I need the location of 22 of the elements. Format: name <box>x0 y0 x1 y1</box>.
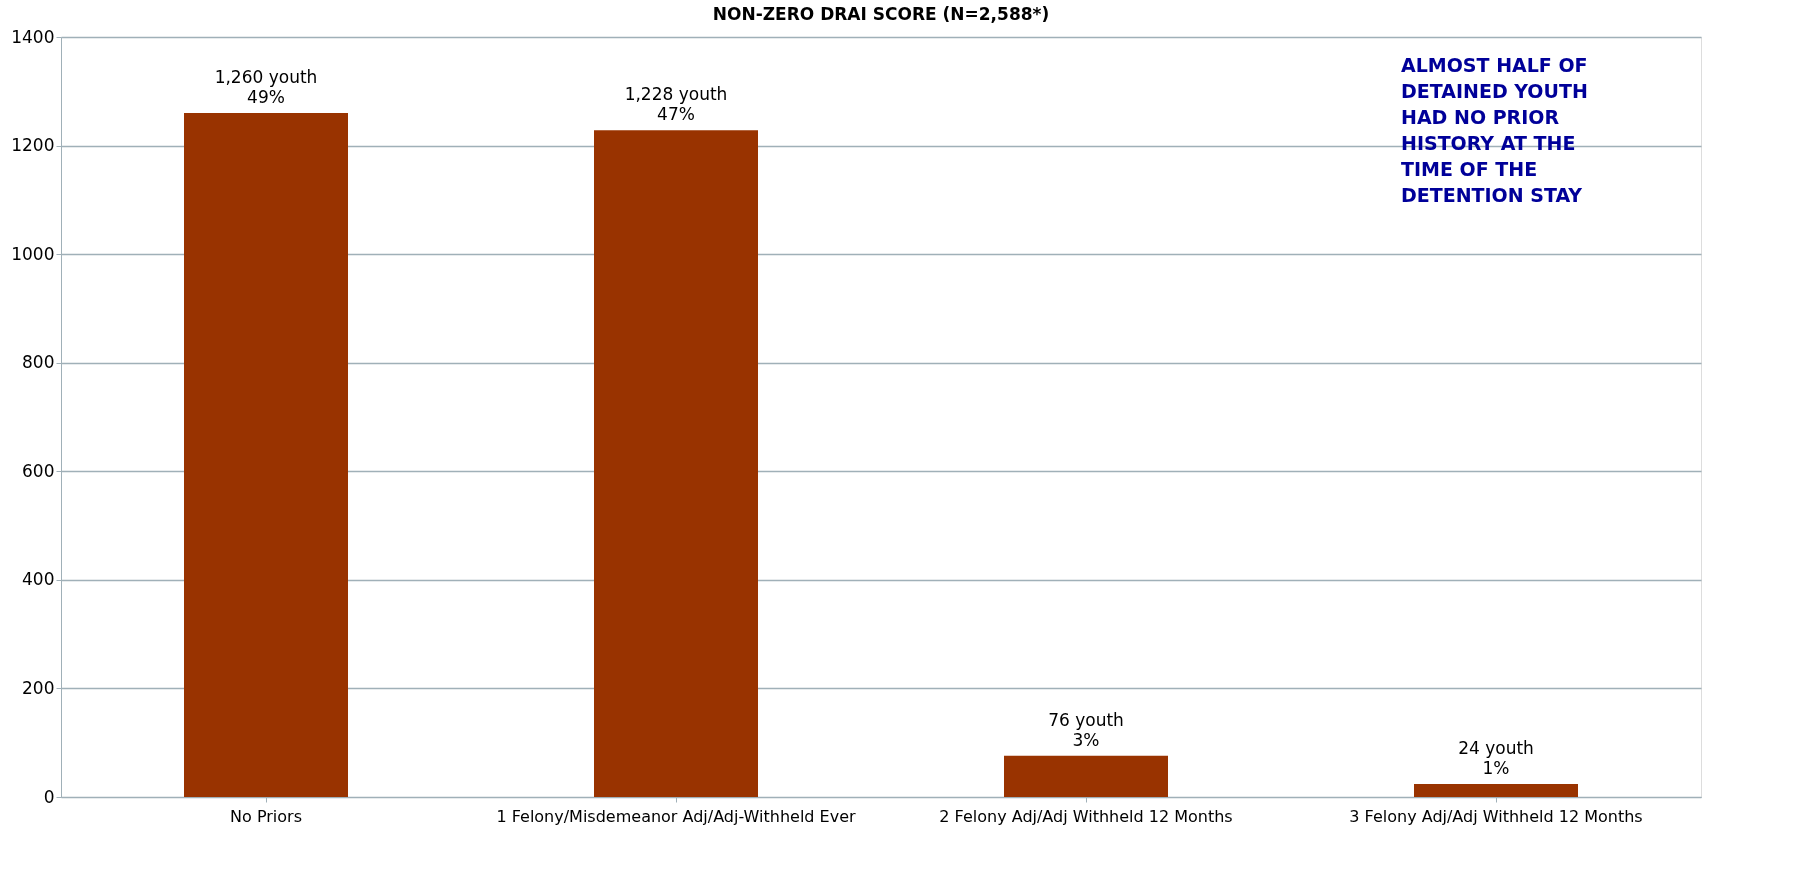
y-tick-label: 400 <box>22 569 55 590</box>
bar <box>184 113 348 797</box>
x-tick-label: 2 Felony Adj/Adj Withheld 12 Months <box>939 806 1233 826</box>
bar <box>1414 783 1578 797</box>
annotation: ALMOST HALF OF DETAINED YOUTH HAD NO PRIOR HISTORY AT THE TIME OF THE DETENTION STAY <box>1401 54 1588 206</box>
bar <box>594 130 758 797</box>
y-tick-label: 1400 <box>11 26 55 47</box>
x-tick-label: 3 Felony Adj/Adj Withheld 12 Months <box>1349 806 1643 826</box>
y-tick-label: 800 <box>22 352 55 373</box>
x-tick-label: No Priors <box>230 806 302 826</box>
data-label: 1,260 youth 49% <box>214 67 318 107</box>
y-tick-label: 1200 <box>11 135 55 156</box>
x-tick-label: 1 Felony/Misdemeanor Adj/Adj-Withheld Ever <box>496 806 856 826</box>
data-label: 24 youth 1% <box>1458 737 1534 778</box>
chart-title: NON-ZERO DRAI SCORE (N=2,588*) <box>712 4 1050 24</box>
data-label: 76 youth 3% <box>1048 709 1124 750</box>
y-tick-label: 200 <box>22 677 55 698</box>
data-label: 1,228 youth 47% <box>624 84 728 125</box>
bar <box>1004 755 1168 797</box>
y-tick-label: 0 <box>43 786 55 807</box>
y-tick-label: 600 <box>22 460 55 481</box>
y-tick-label: 1000 <box>11 243 55 264</box>
